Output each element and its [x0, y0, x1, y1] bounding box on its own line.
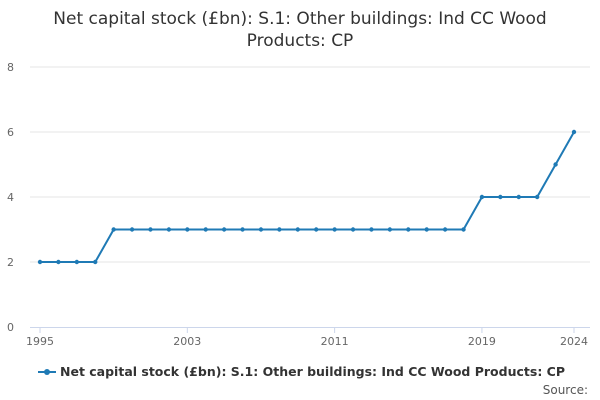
data-point-2022[interactable] [534, 194, 540, 200]
y-tick-label-8: 8 [7, 61, 14, 74]
chart-title: Net capital stock (£bn): S.1: Other buil… [53, 9, 547, 51]
data-point-2005[interactable] [221, 227, 227, 232]
grid-lines [30, 66, 590, 263]
data-point-1995[interactable] [37, 259, 43, 265]
data-point-1999[interactable] [111, 227, 116, 232]
data-point-2024[interactable] [571, 129, 577, 135]
data-point-2000[interactable] [129, 227, 135, 232]
data-point-1997[interactable] [74, 259, 80, 265]
data-point-2004[interactable] [203, 227, 208, 232]
x-tick-label-1995: 1995 [26, 335, 54, 348]
data-point-2018[interactable] [461, 227, 466, 232]
x-tick-label-2011: 2011 [321, 335, 349, 348]
data-point-2011[interactable] [332, 227, 337, 232]
data-point-2014[interactable] [387, 227, 393, 232]
data-point-1996[interactable] [56, 259, 61, 265]
y-tick-label-4: 4 [7, 191, 14, 204]
data-point-2016[interactable] [424, 227, 429, 232]
y-tick-label-6: 6 [7, 126, 14, 139]
data-point-1998[interactable] [93, 259, 98, 265]
y-axis: 0 2 4 6 8 [7, 61, 14, 334]
x-tick-label-2024: 2024 [560, 335, 588, 348]
data-point-2006[interactable] [240, 227, 245, 232]
legend-label: Net capital stock (£bn): S.1: Other buil… [60, 364, 566, 379]
x-tick-label-2019: 2019 [468, 335, 496, 348]
series-line-0 [40, 131, 575, 263]
x-tick-label-2003: 2003 [173, 335, 201, 348]
data-point-2012[interactable] [350, 227, 356, 232]
y-tick-label-2: 2 [7, 256, 14, 269]
data-point-2002[interactable] [166, 227, 172, 232]
legend-swatch [38, 367, 56, 377]
data-point-2010[interactable] [314, 227, 319, 232]
data-point-2017[interactable] [442, 227, 448, 232]
series-layer [37, 129, 577, 265]
data-point-2003[interactable] [185, 227, 190, 232]
data-point-2015[interactable] [406, 227, 411, 232]
data-point-2008[interactable] [277, 227, 282, 232]
data-point-2007[interactable] [258, 227, 264, 232]
source-label: Source: [542, 383, 588, 397]
y-tick-label-0: 0 [7, 321, 14, 334]
data-point-2019[interactable] [479, 194, 485, 200]
data-point-2013[interactable] [369, 227, 374, 232]
data-point-2009[interactable] [295, 227, 300, 232]
data-point-2023[interactable] [553, 162, 558, 167]
legend[interactable]: Net capital stock (£bn): S.1: Other buil… [38, 364, 565, 379]
data-point-2021[interactable] [516, 194, 521, 200]
x-axis: 1995 2003 2011 2019 2024 [26, 327, 590, 348]
data-point-2020[interactable] [498, 194, 503, 200]
data-point-2001[interactable] [148, 227, 153, 232]
